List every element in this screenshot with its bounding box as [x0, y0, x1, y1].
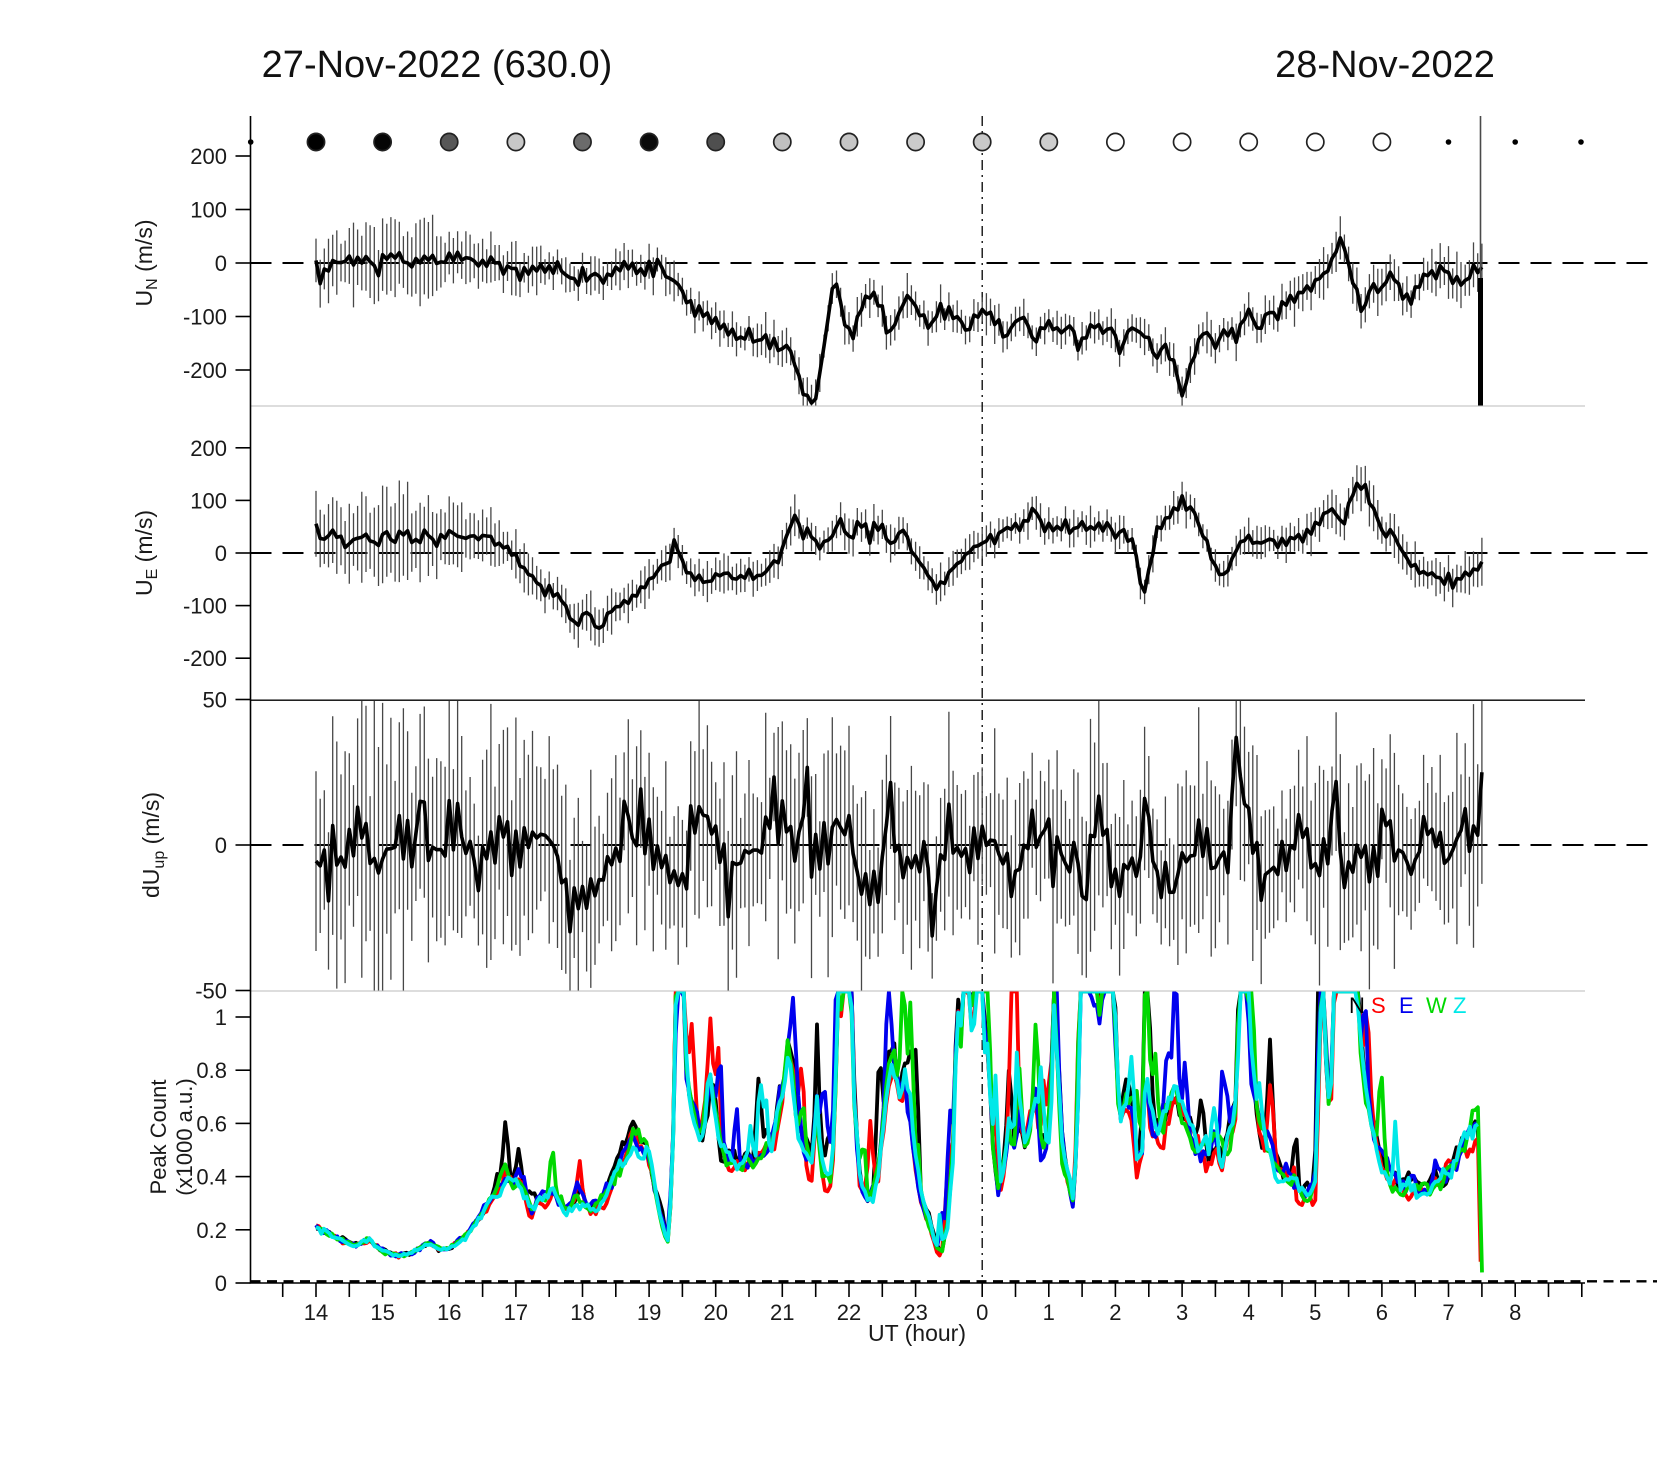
- svg-text:(x1000 a.u.): (x1000 a.u.): [172, 1078, 197, 1195]
- svg-text:23: 23: [903, 1300, 927, 1325]
- svg-text:0: 0: [215, 541, 227, 566]
- svg-text:W: W: [1426, 993, 1447, 1018]
- svg-text:22: 22: [837, 1300, 861, 1325]
- svg-text:0: 0: [215, 1271, 227, 1296]
- svg-text:0.8: 0.8: [196, 1058, 227, 1083]
- svg-text:dUup (m/s): dUup (m/s): [138, 792, 168, 898]
- svg-text:1: 1: [215, 1005, 227, 1030]
- svg-text:50: 50: [203, 688, 227, 713]
- svg-text:N: N: [1349, 993, 1365, 1018]
- svg-text:Peak Count: Peak Count: [146, 1080, 171, 1195]
- svg-text:16: 16: [437, 1300, 461, 1325]
- svg-text:0: 0: [215, 251, 227, 276]
- svg-text:3: 3: [1176, 1300, 1188, 1325]
- svg-text:1: 1: [1043, 1300, 1055, 1325]
- svg-text:6: 6: [1376, 1300, 1388, 1325]
- svg-text:UT (hour): UT (hour): [868, 1320, 966, 1346]
- svg-text:-50: -50: [195, 979, 227, 1004]
- svg-text:5: 5: [1309, 1300, 1321, 1325]
- svg-text:-100: -100: [183, 594, 227, 619]
- svg-text:Z: Z: [1453, 993, 1466, 1018]
- svg-text:E: E: [1399, 993, 1414, 1018]
- svg-text:S: S: [1371, 993, 1386, 1018]
- svg-text:7: 7: [1442, 1300, 1454, 1325]
- svg-text:100: 100: [190, 488, 227, 513]
- svg-text:28-Nov-2022: 28-Nov-2022: [1275, 44, 1495, 86]
- svg-text:14: 14: [304, 1300, 328, 1325]
- svg-text:21: 21: [770, 1300, 794, 1325]
- svg-text:200: 200: [190, 144, 227, 169]
- svg-text:-200: -200: [183, 358, 227, 383]
- svg-text:200: 200: [190, 436, 227, 461]
- svg-text:100: 100: [190, 198, 227, 223]
- svg-text:17: 17: [504, 1300, 528, 1325]
- svg-text:-100: -100: [183, 305, 227, 330]
- svg-text:19: 19: [637, 1300, 661, 1325]
- svg-text:20: 20: [703, 1300, 727, 1325]
- svg-text:2: 2: [1109, 1300, 1121, 1325]
- svg-text:0: 0: [215, 833, 227, 858]
- svg-text:0.4: 0.4: [196, 1165, 227, 1190]
- svg-text:UE (m/s): UE (m/s): [131, 510, 161, 596]
- svg-text:0.6: 0.6: [196, 1111, 227, 1136]
- svg-text:UN (m/s): UN (m/s): [131, 220, 161, 307]
- svg-text:0: 0: [976, 1300, 988, 1325]
- svg-text:27-Nov-2022 (630.0): 27-Nov-2022 (630.0): [262, 44, 613, 86]
- svg-text:15: 15: [370, 1300, 394, 1325]
- svg-text:18: 18: [570, 1300, 594, 1325]
- svg-text:4: 4: [1243, 1300, 1255, 1325]
- svg-text:0.2: 0.2: [196, 1218, 227, 1243]
- svg-text:8: 8: [1509, 1300, 1521, 1325]
- svg-text:-200: -200: [183, 646, 227, 671]
